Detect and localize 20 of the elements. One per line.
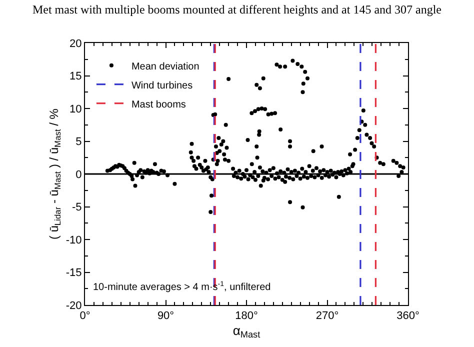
- x-tick-label: 270°: [316, 310, 339, 322]
- ref-line-label: Wind turbines: [131, 80, 193, 92]
- y-tick-label: 15: [70, 70, 82, 83]
- x-tick-label: 360°: [396, 310, 420, 322]
- y-tick-label: -20: [66, 300, 82, 312]
- y-tick-label: -5: [72, 202, 82, 214]
- y-tick-label: 5: [76, 136, 82, 148]
- x-axis-title: α$_{Mast}$: [232, 322, 261, 340]
- x-tick-label: 0°: [80, 310, 90, 322]
- x-tick-label: 180°: [235, 310, 258, 322]
- y-tick-label: -10: [66, 234, 82, 246]
- legend-label: Mean deviation: [131, 61, 200, 72]
- chart-title: Met mast with multiple booms mounted at different heights and at 145 and 307 angle: [32, 2, 442, 17]
- annotation: 10-minute averages > 4 m·s$^{-1}$, unfiltered: [93, 281, 271, 294]
- ref-line-label: Mast booms: [131, 99, 186, 110]
- y-tick-label: 0: [76, 168, 82, 181]
- y-tick-label: 20: [70, 38, 82, 50]
- y-tick-label: 10: [70, 103, 82, 116]
- x-tick-label: 90°: [157, 310, 174, 322]
- y-tick-label: -15: [66, 267, 82, 280]
